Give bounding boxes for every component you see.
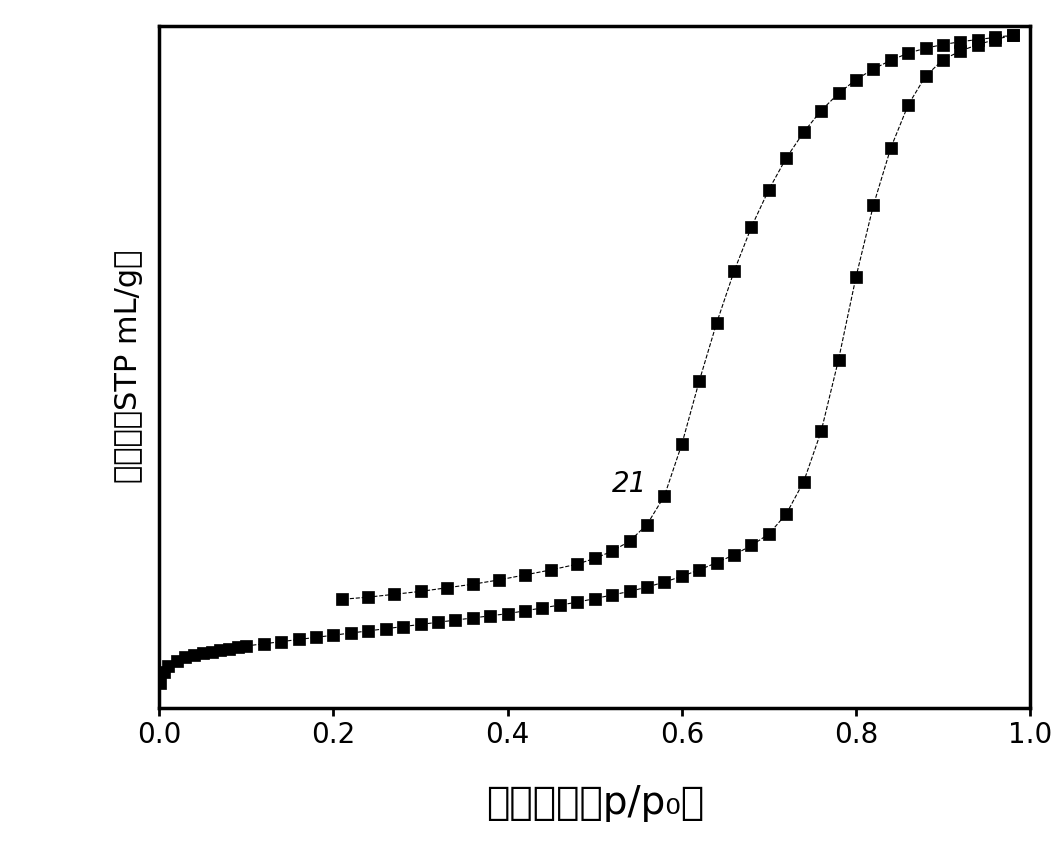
X-axis label: 相对压力（p/p₀）: 相对压力（p/p₀）: [485, 784, 704, 822]
Y-axis label: 吸附量（STP mL/g）: 吸附量（STP mL/g）: [114, 250, 142, 483]
Text: 21: 21: [612, 470, 648, 498]
